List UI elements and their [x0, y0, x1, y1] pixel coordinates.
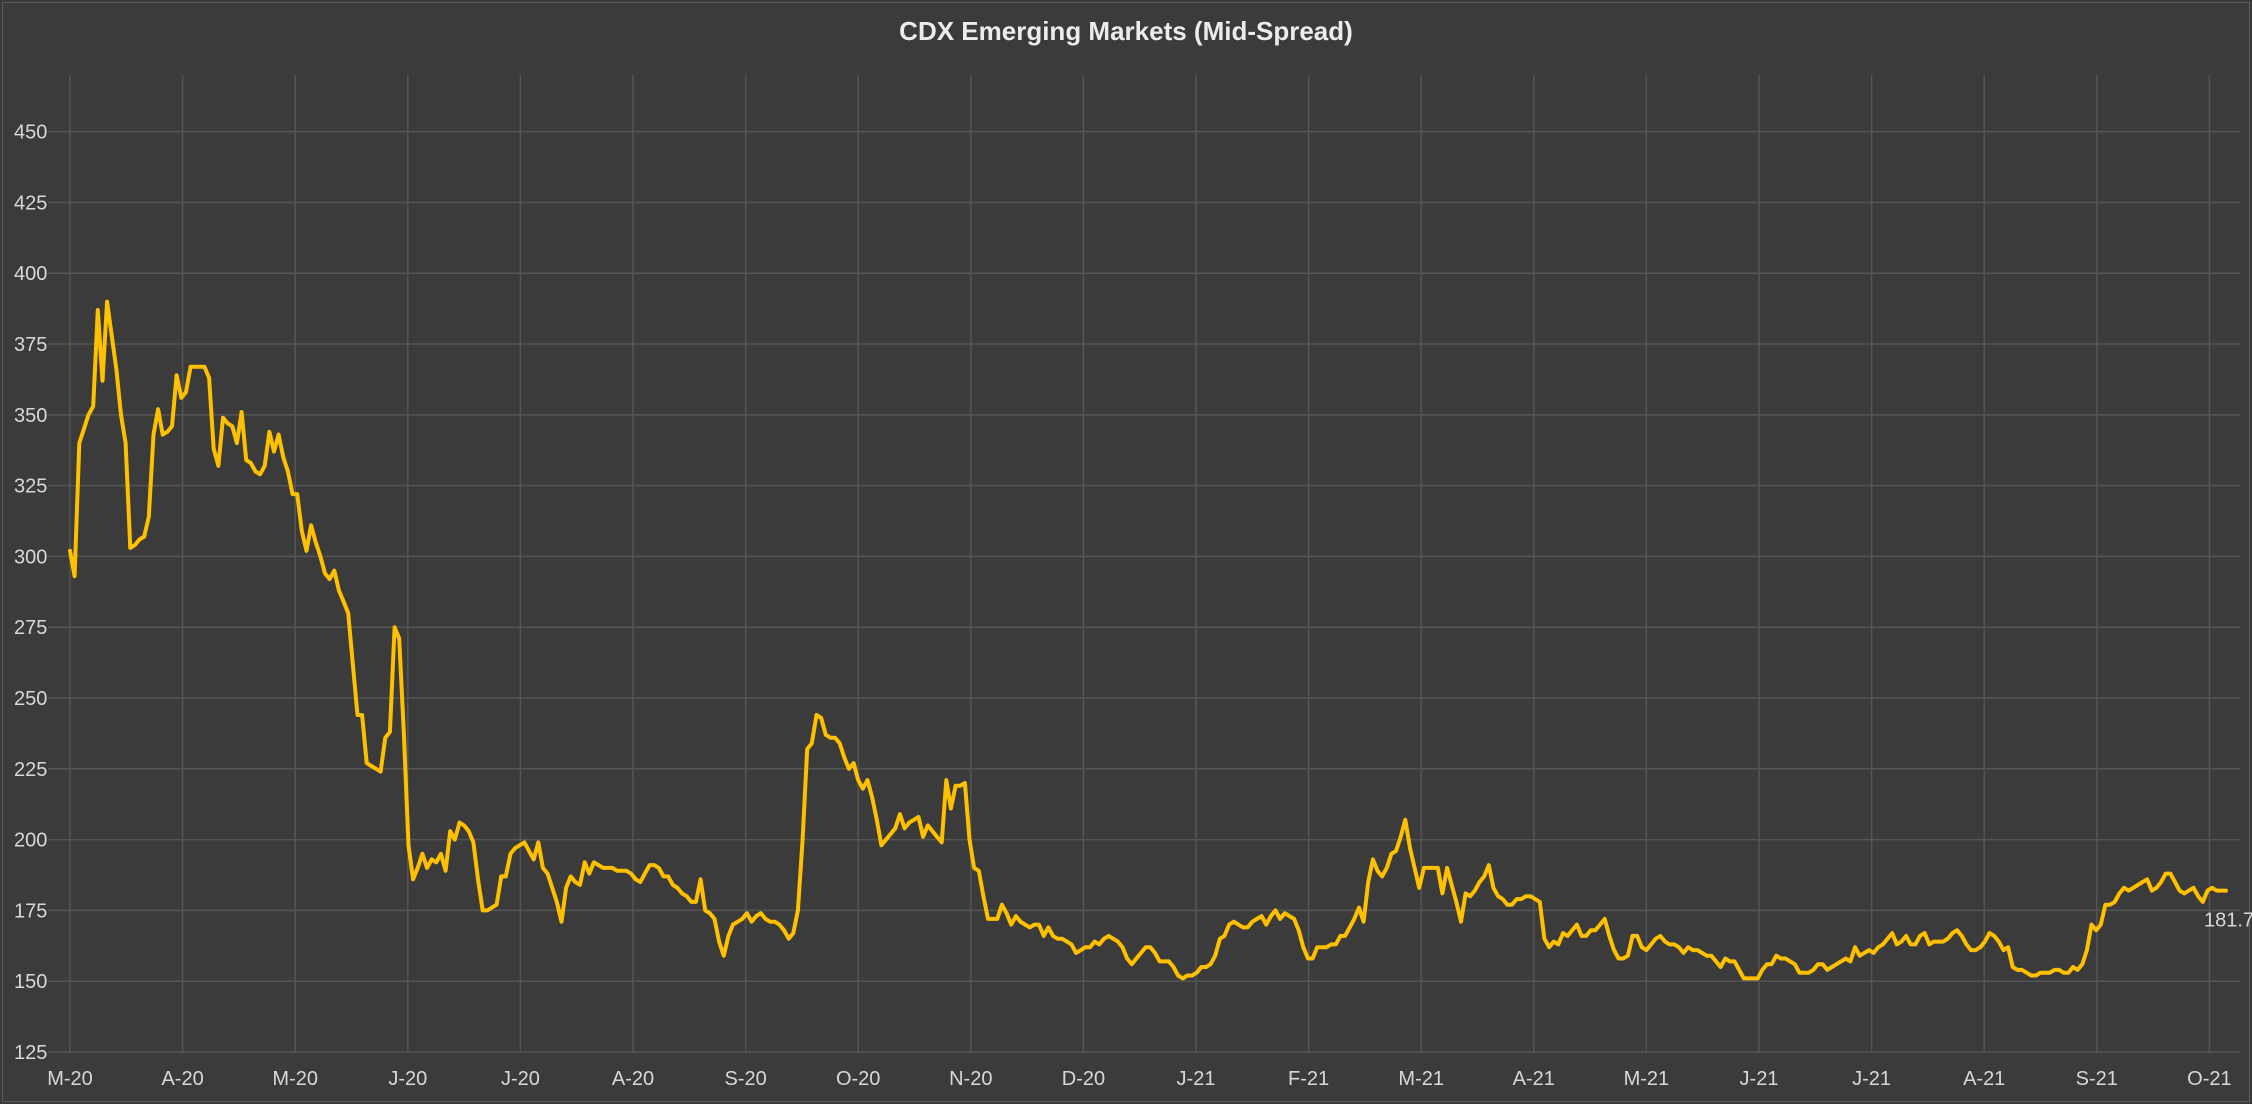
x-axis-tick-labels: M-20 A-20 M-20 J-20 J-20 A-20 S-20 O-20 N-20 D-20…	[47, 1068, 2231, 1090]
x-tick-label: M-21	[1624, 1068, 1670, 1090]
y-tick-label: 250	[14, 688, 47, 710]
x-tick-label: S-20	[724, 1068, 766, 1090]
y-axis-tick-labels: 125 150 175 200 225 250 275 300 325 350 375 400 425 4…	[14, 122, 47, 1064]
x-tick-label: M-20	[47, 1068, 93, 1090]
y-tick-label: 350	[14, 405, 47, 427]
x-tick-label: J-21	[1740, 1068, 1779, 1090]
value-labels: 181.7	[2204, 910, 2252, 932]
x-tick-label: F-21	[1288, 1068, 1329, 1090]
y-tick-label: 325	[14, 476, 47, 498]
horizontal-gridlines	[48, 130, 2240, 1053]
series-line	[68, 299, 2228, 981]
x-tick-label: J-20	[501, 1068, 540, 1090]
x-tick-label: M-21	[1398, 1068, 1444, 1090]
last-value-label: 181.7	[2204, 910, 2252, 932]
y-tick-label: 425	[14, 192, 47, 214]
y-tick-label: 275	[14, 617, 47, 639]
y-tick-label: 300	[14, 546, 47, 568]
series-group	[68, 299, 2228, 981]
x-tick-label: A-21	[1963, 1068, 2005, 1090]
vertical-gridlines	[69, 75, 2211, 1052]
x-tick-label: S-21	[2076, 1068, 2118, 1090]
y-tick-label: 175	[14, 900, 47, 922]
y-tick-label: 375	[14, 334, 47, 356]
y-tick-label: 150	[14, 971, 47, 993]
x-tick-label: J-20	[388, 1068, 427, 1090]
x-tick-label: O-21	[2187, 1068, 2231, 1090]
x-tick-label: N-20	[949, 1068, 992, 1090]
y-tick-label: 200	[14, 830, 47, 852]
x-tick-label: A-20	[612, 1068, 654, 1090]
y-tick-label: 400	[14, 263, 47, 285]
x-tick-label: O-20	[836, 1068, 880, 1090]
y-tick-label: 225	[14, 759, 47, 781]
x-tick-label: J-21	[1852, 1068, 1891, 1090]
x-tick-label: A-20	[161, 1068, 203, 1090]
x-tick-label: J-21	[1177, 1068, 1216, 1090]
x-tick-label: D-20	[1062, 1068, 1105, 1090]
chart-title: CDX Emerging Markets (Mid-Spread)	[899, 16, 1353, 46]
x-tick-label: M-20	[272, 1068, 318, 1090]
y-tick-label: 450	[14, 122, 47, 144]
x-tick-label: A-21	[1513, 1068, 1555, 1090]
y-tick-label: 125	[14, 1042, 47, 1064]
